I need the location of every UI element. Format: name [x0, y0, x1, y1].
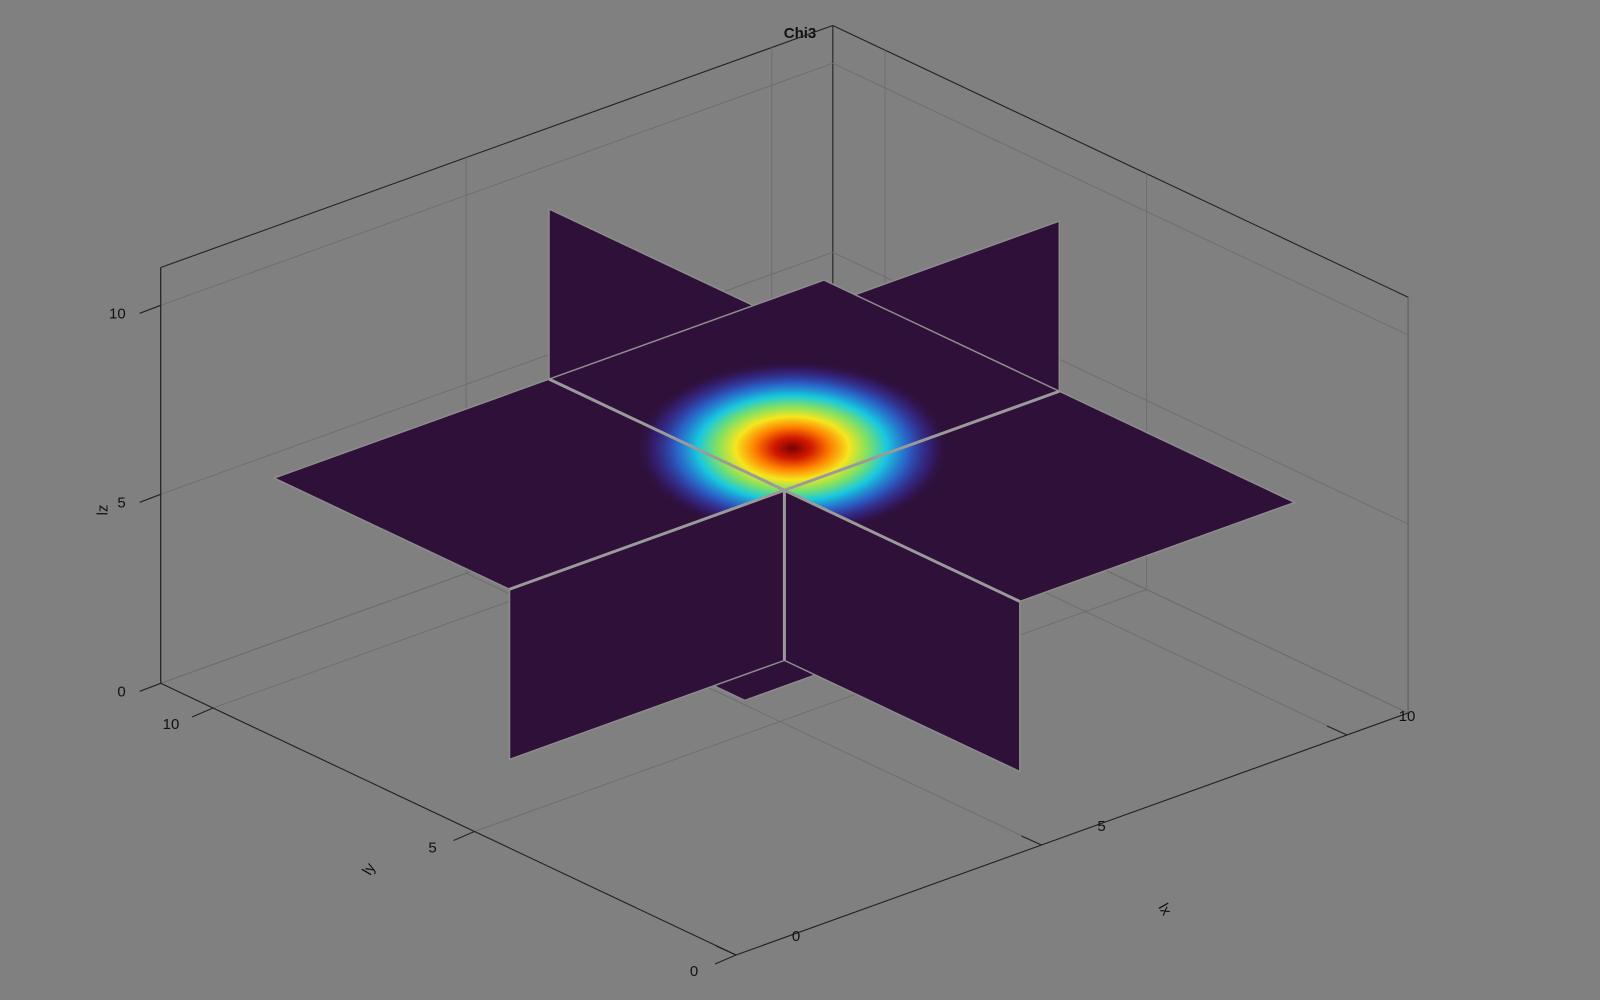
x-tick-label: 10	[1399, 708, 1416, 725]
x-axis-line	[735, 712, 1409, 956]
x-tick-label: 5	[1097, 818, 1105, 835]
heat-peak	[634, 360, 951, 537]
grid-line-z	[832, 62, 1409, 336]
z-tick-label: 10	[109, 305, 126, 322]
z-tick-label: 5	[117, 494, 125, 511]
axes-box-front	[160, 267, 1409, 956]
z-tick-mark	[139, 304, 161, 314]
box-edge	[832, 25, 1409, 298]
y-tick-mark	[453, 830, 475, 842]
y-tick-mark	[191, 707, 214, 718]
slice-planes	[272, 207, 1297, 773]
x-tick-mark	[1326, 725, 1348, 736]
y-axis-line	[160, 682, 737, 956]
box-edge	[160, 24, 833, 269]
y-axis-label: ly	[359, 860, 379, 878]
x-tick-mark	[1021, 835, 1042, 846]
grid-line-z	[160, 62, 833, 306]
axis-ticks: 0 5 10 0 5 10 0 5 10	[109, 304, 1416, 980]
y-tick-mark	[714, 954, 737, 965]
z-axis-label: lz	[95, 505, 112, 516]
x-tick-mark	[715, 945, 737, 956]
z-tick-mark	[139, 493, 161, 503]
y-tick-label: 0	[690, 963, 698, 980]
z-tick-label: 0	[117, 683, 125, 700]
x-axis-label: lx	[1155, 901, 1175, 919]
chart-title: Chi3	[784, 25, 817, 42]
grid-line-y	[474, 589, 1147, 832]
y-tick-label: 5	[428, 840, 436, 857]
x-tick-label: 0	[792, 928, 800, 945]
y-tick-label: 10	[163, 716, 180, 733]
z-tick-mark	[139, 682, 161, 692]
